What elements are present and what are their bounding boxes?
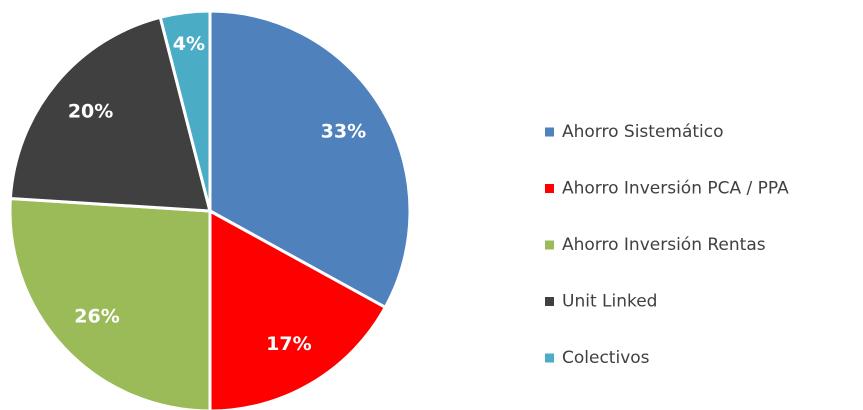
legend-label: Colectivos — [562, 348, 650, 368]
pie-slice — [8, 196, 212, 410]
legend-label: Ahorro Inversión PCA / PPA — [562, 179, 789, 199]
legend-marker — [545, 184, 554, 193]
pie-slice — [158, 9, 212, 212]
data-label: 17% — [266, 333, 311, 355]
legend-marker — [545, 127, 554, 137]
legend-marker — [545, 240, 554, 250]
data-label: 33% — [321, 121, 366, 143]
pie-slice — [208, 9, 412, 310]
legend-marker — [545, 353, 554, 363]
data-label: 4% — [173, 33, 205, 55]
legend-marker — [545, 297, 554, 306]
legend-label: Ahorro Inversión Rentas — [562, 235, 766, 255]
legend-label: Ahorro Sistemático — [562, 122, 724, 142]
data-label: 20% — [68, 101, 113, 123]
data-label: 26% — [74, 306, 119, 328]
pie-slice — [8, 15, 212, 213]
legend-label: Unit Linked — [562, 292, 657, 312]
